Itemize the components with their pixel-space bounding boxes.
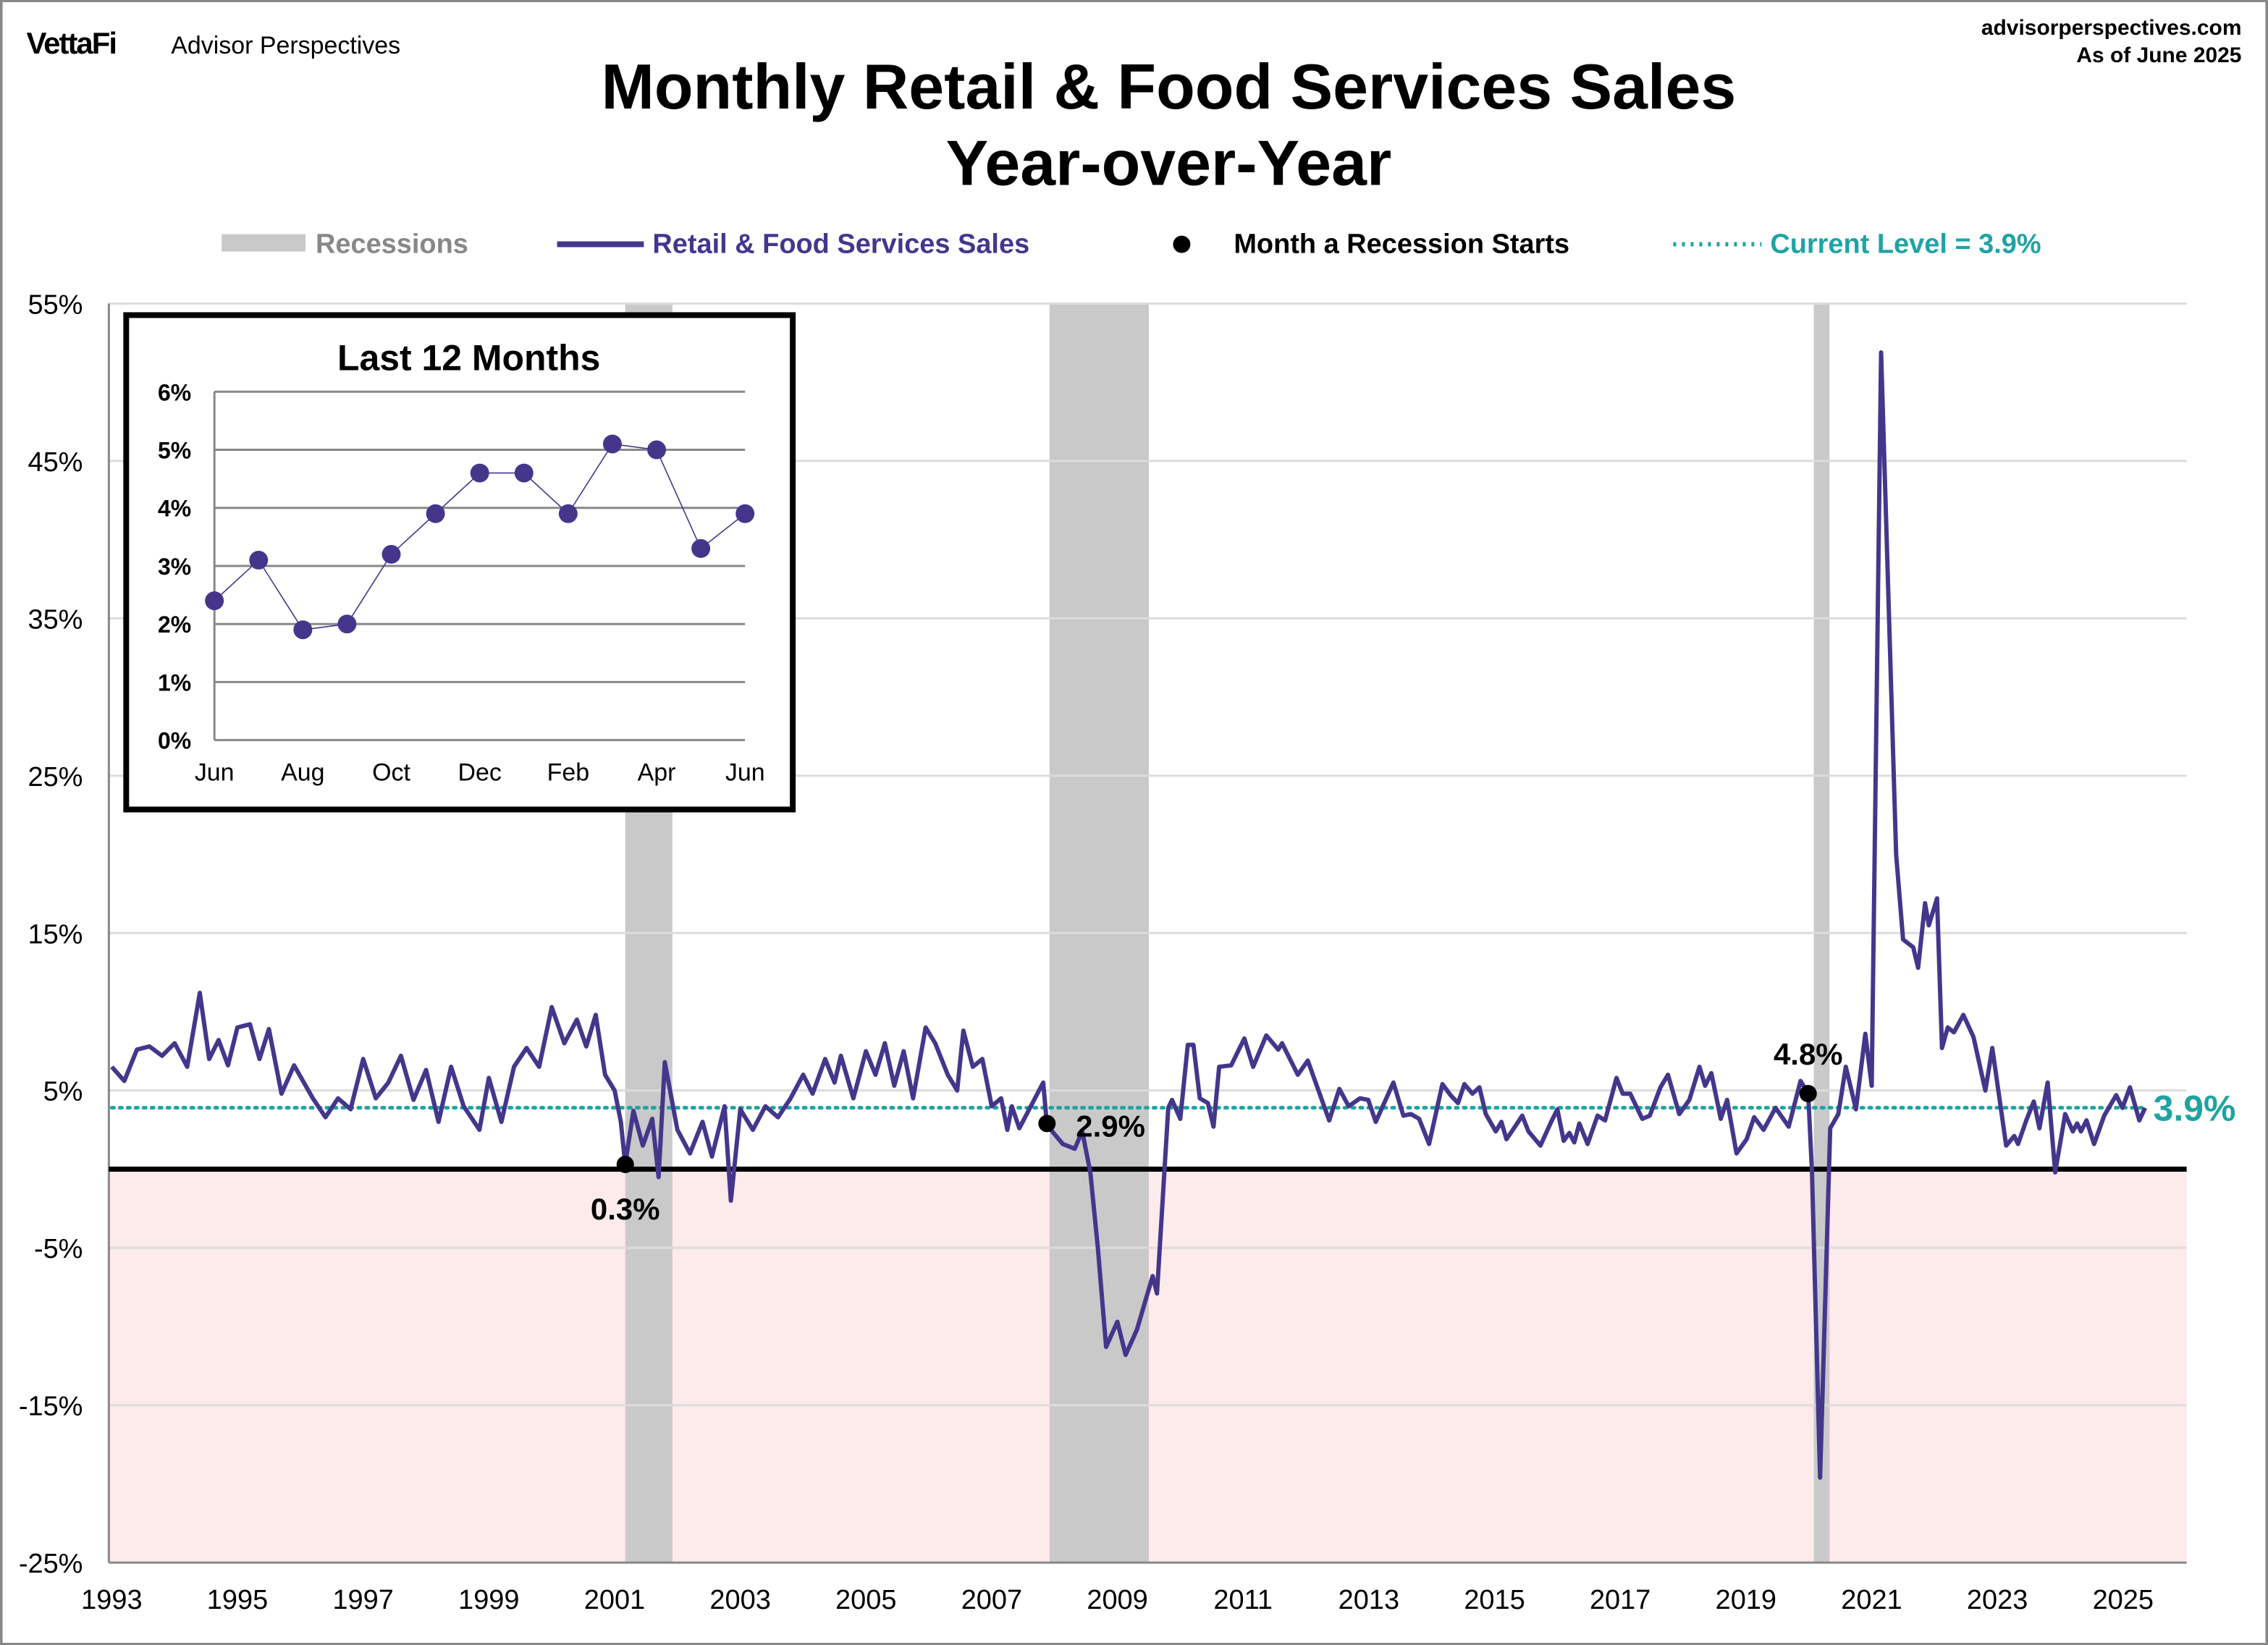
recession-start-label: 2.9% bbox=[1076, 1109, 1145, 1143]
x-tick-label: 2015 bbox=[1464, 1585, 1525, 1615]
y-tick-label: 5% bbox=[43, 1077, 83, 1107]
recession-start-dot bbox=[1799, 1085, 1817, 1103]
inset-data-point bbox=[249, 550, 269, 570]
inset-title: Last 12 Months bbox=[337, 337, 600, 378]
recession-start-dot bbox=[1038, 1115, 1056, 1133]
inset-data-point bbox=[381, 544, 401, 564]
y-tick-label: 25% bbox=[28, 762, 83, 792]
logo-brand: VettaFi bbox=[27, 26, 117, 60]
inset-data-point bbox=[337, 614, 357, 634]
inset-x-tick-label: Aug bbox=[281, 759, 324, 787]
as-of-date: As of June 2025 bbox=[2076, 43, 2241, 67]
inset-x-tick-label: Apr bbox=[638, 759, 676, 787]
inset-y-tick-label: 2% bbox=[158, 612, 191, 638]
inset-data-point bbox=[691, 538, 711, 558]
x-tick-label: 2003 bbox=[709, 1585, 770, 1615]
inset-y-tick-label: 1% bbox=[158, 669, 191, 695]
series-line bbox=[110, 350, 2147, 1480]
site-url: advisorperspectives.com bbox=[1981, 16, 2242, 40]
inset-chart: Last 12 Months 0% 1% 2% 3% 4% 5% 6% Jun Aug Oct De… bbox=[123, 312, 796, 813]
x-tick-label: 2025 bbox=[2093, 1585, 2154, 1615]
y-tick-label: 55% bbox=[28, 289, 83, 320]
x-tick-label: 2007 bbox=[961, 1585, 1022, 1615]
y-tick-label: -5% bbox=[34, 1234, 83, 1264]
legend-recession-swatch bbox=[222, 234, 306, 252]
chart-subtitle: Year-over-Year bbox=[946, 127, 1392, 199]
y-tick-label: 15% bbox=[28, 919, 83, 950]
inset-frame bbox=[123, 312, 796, 813]
chart-title: Monthly Retail & Food Services Sales bbox=[602, 51, 1737, 122]
y-tick-label: 45% bbox=[28, 447, 83, 478]
legend-series: Retail & Food Services Sales bbox=[652, 229, 1029, 260]
inset-data-point bbox=[205, 591, 224, 611]
x-tick-label: 1993 bbox=[81, 1585, 142, 1615]
x-tick-label: 2017 bbox=[1590, 1585, 1651, 1615]
inset-y-tick-label: 5% bbox=[158, 437, 191, 463]
x-tick-label: 2023 bbox=[1967, 1585, 2028, 1615]
legend-recession-start: Month a Recession Starts bbox=[1234, 229, 1569, 260]
inset-data-point bbox=[470, 463, 489, 483]
main-plot: 55% 45% 35% 25% 15% 5% -5% -15% -25% 1993 1995 1997… bbox=[19, 289, 2236, 1615]
y-tick-label: -25% bbox=[19, 1549, 83, 1579]
current-level-label: 3.9% bbox=[2154, 1088, 2236, 1129]
brand-logo: VettaFi Advisor Perspectives bbox=[27, 26, 401, 60]
x-tick-label: 2009 bbox=[1087, 1585, 1147, 1615]
inset-x-tick-label: Feb bbox=[547, 759, 589, 787]
x-tick-label: 2001 bbox=[584, 1585, 645, 1615]
x-tick-label: 2021 bbox=[1841, 1585, 1902, 1615]
recession-start-label: 0.3% bbox=[591, 1192, 660, 1226]
legend-current: Current Level = 3.9% bbox=[1770, 229, 2041, 260]
x-tick-label: 2019 bbox=[1716, 1585, 1776, 1615]
y-tick-label: 35% bbox=[28, 604, 83, 635]
recession-start-dot bbox=[616, 1155, 634, 1173]
inset-y-tick-label: 4% bbox=[158, 496, 191, 522]
x-tick-label: 2011 bbox=[1213, 1585, 1273, 1615]
inset-y-tick-label: 3% bbox=[158, 554, 191, 580]
inset-data-point bbox=[602, 434, 622, 454]
x-tick-label: 1999 bbox=[458, 1585, 519, 1615]
y-tick-label: -15% bbox=[19, 1392, 83, 1422]
x-tick-label: 1995 bbox=[207, 1585, 268, 1615]
inset-data-point bbox=[558, 504, 578, 523]
legend-dot-icon bbox=[1173, 235, 1191, 253]
x-tick-label: 1997 bbox=[332, 1585, 393, 1615]
recession-start-label: 4.8% bbox=[1774, 1037, 1843, 1071]
legend: Recessions Retail & Food Services Sales … bbox=[222, 229, 2041, 260]
inset-data-point bbox=[735, 504, 755, 523]
inset-x-tick-label: Jun bbox=[195, 759, 235, 787]
inset-x-tick-label: Dec bbox=[458, 759, 502, 787]
logo-sub: Advisor Perspectives bbox=[171, 32, 400, 59]
inset-data-point bbox=[426, 504, 445, 523]
inset-data-point bbox=[293, 620, 313, 640]
x-tick-label: 2013 bbox=[1339, 1585, 1399, 1615]
inset-y-tick-label: 0% bbox=[158, 728, 191, 754]
legend-recessions: Recessions bbox=[316, 229, 468, 260]
inset-y-tick-label: 6% bbox=[158, 379, 191, 405]
inset-x-tick-label: Oct bbox=[372, 759, 410, 787]
inset-data-point bbox=[514, 463, 534, 483]
x-tick-label: 2005 bbox=[835, 1585, 896, 1615]
inset-x-tick-label: Jun bbox=[725, 759, 765, 787]
inset-data-point bbox=[647, 440, 667, 460]
